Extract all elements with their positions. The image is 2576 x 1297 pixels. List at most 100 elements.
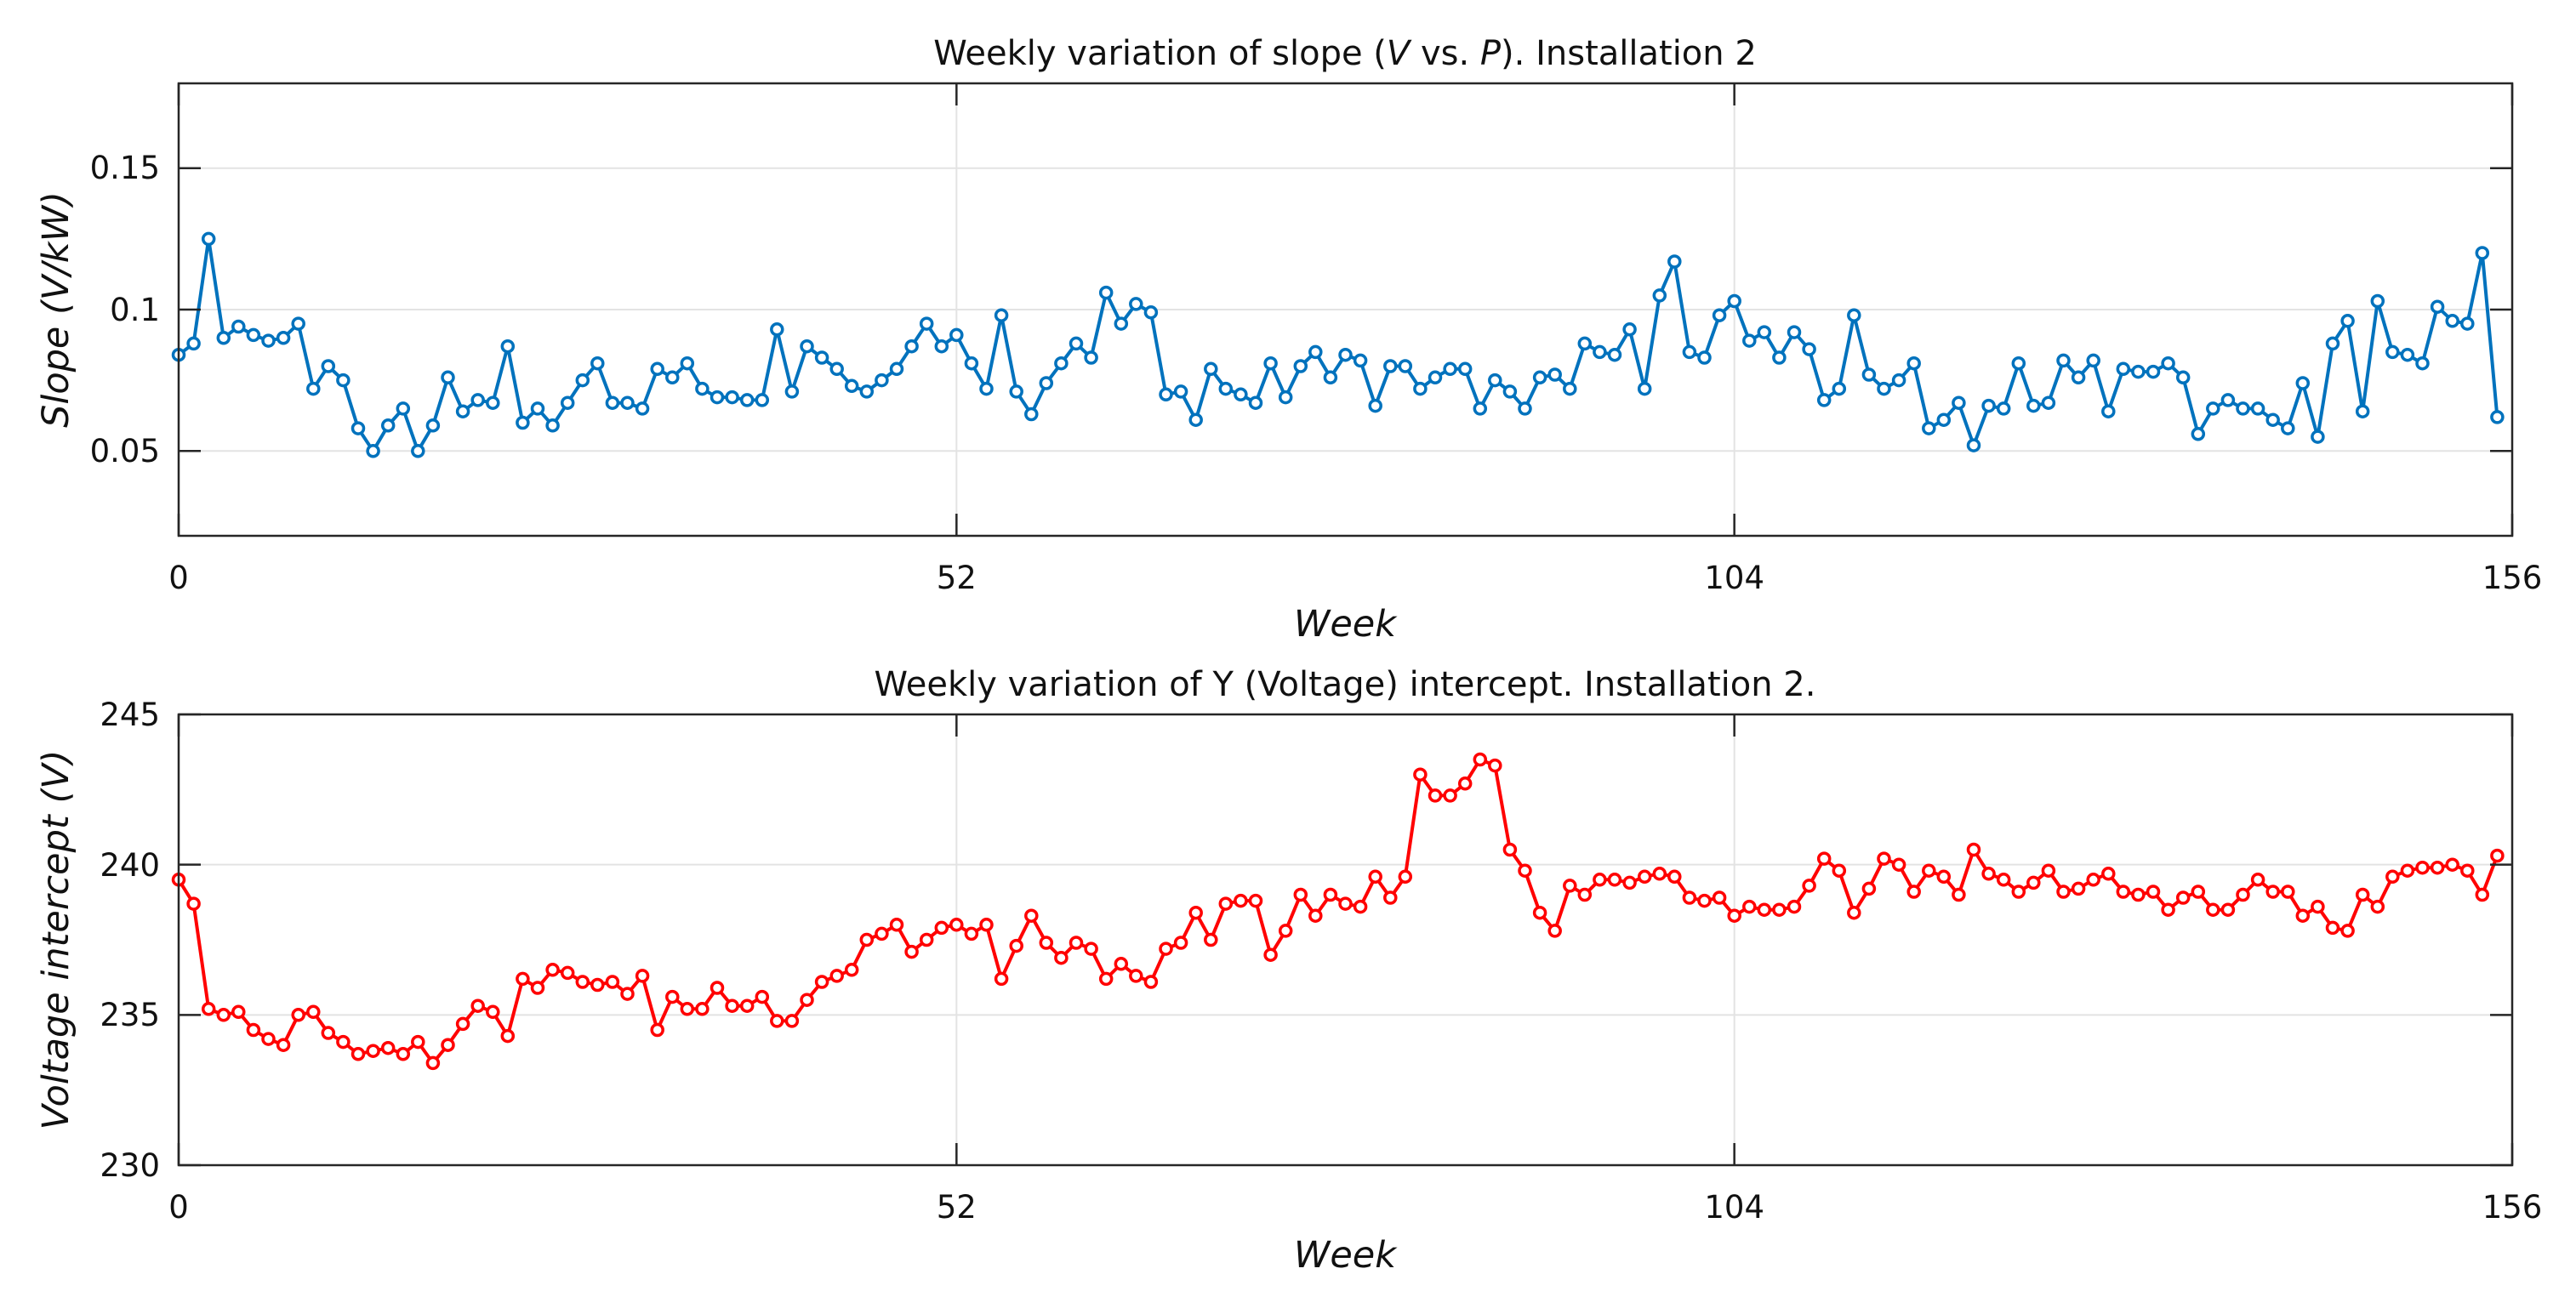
data-point [2191,885,2206,899]
data-point [425,418,441,433]
data-point [2490,848,2505,863]
data-point [530,981,545,995]
data-point [1234,387,1248,402]
data-point [1547,367,1562,382]
data-point [1159,941,1173,956]
data-point [2250,401,2265,416]
data-point [665,989,680,1004]
data-point [1428,370,1443,385]
data-point [1114,316,1129,331]
data-point [1787,899,1802,914]
data-point [2325,920,2340,936]
data-point [1024,908,1039,923]
data-point [1188,905,1203,920]
slope-y-axis-label: Slope (V/kW) [35,191,77,428]
data-point [246,327,261,343]
data-point [2355,887,2370,902]
data-point [1443,788,1457,803]
data-point [1143,305,1159,320]
data-point [2175,890,2191,905]
data-point [710,390,725,405]
data-point [635,401,650,416]
data-point [755,989,770,1004]
data-point [2116,361,2131,377]
data-point [949,327,964,343]
voltage-chart-title: Weekly variation of Y (Voltage) intercep… [875,665,1816,704]
data-point [1787,325,1802,339]
data-point [1114,957,1129,971]
data-point [1398,869,1413,885]
data-point [2385,869,2400,885]
data-point [1622,322,1637,337]
data-point [1577,336,1593,351]
data-point [216,331,231,345]
data-point [1682,344,1697,360]
voltage-chart: Weekly variation of Y (Voltage) intercep… [35,665,2542,1277]
data-point [186,336,201,351]
data-point [620,395,635,410]
data-point [1906,885,1921,899]
data-point [2281,885,2295,899]
data-point [2265,412,2280,427]
data-point [486,1004,500,1020]
data-point [1039,376,1054,390]
data-point [1577,887,1593,902]
voltage-ytick-label-245: 245 [100,697,160,733]
data-point [1098,285,1114,300]
data-point [1637,869,1652,885]
data-point [2086,353,2100,368]
data-point [1054,950,1069,965]
data-point [1922,421,1936,435]
data-point [1936,412,1952,427]
data-point [979,381,994,396]
data-point [1383,890,1398,905]
data-point [2071,370,2086,385]
data-point [1308,908,1323,923]
data-point [1532,370,1547,385]
data-point [814,975,829,989]
data-point [934,338,949,354]
data-point [919,932,934,947]
data-point [1518,401,1532,416]
data-point [739,998,755,1013]
data-point [1488,373,1502,388]
data-point [2056,353,2071,368]
data-point [1772,902,1787,917]
data-point [1861,881,1877,896]
data-point [186,896,201,911]
data-point [1129,297,1143,311]
data-point [964,926,979,941]
data-point [2475,246,2490,260]
data-point [1742,333,1757,348]
data-point [321,359,336,373]
data-point [1323,887,1338,902]
data-point [2146,364,2161,379]
data-point [829,969,844,983]
data-point [441,370,455,385]
data-point [575,975,590,989]
data-point [560,395,575,410]
data-point [1413,381,1428,396]
data-point [2220,393,2236,407]
data-point [635,969,650,983]
data-point [800,993,814,1007]
data-point [201,1002,216,1016]
data-point [739,393,755,407]
data-point [755,393,770,407]
data-point [875,926,889,941]
data-point [2056,885,2071,899]
voltage-xtick-label-156: 156 [2482,1189,2543,1226]
data-point [1742,899,1757,914]
data-point [1563,879,1577,893]
data-point [1218,381,1234,396]
voltage-plot-frame [177,713,2514,1167]
data-point [1338,896,1353,911]
data-point [366,444,380,458]
data-point [1847,308,1861,322]
data-point [680,356,695,371]
data-point [1009,938,1023,953]
data-point [784,1014,800,1028]
data-point [1368,398,1382,413]
voltage-series-markers [171,752,2505,1071]
data-point [2400,347,2415,362]
